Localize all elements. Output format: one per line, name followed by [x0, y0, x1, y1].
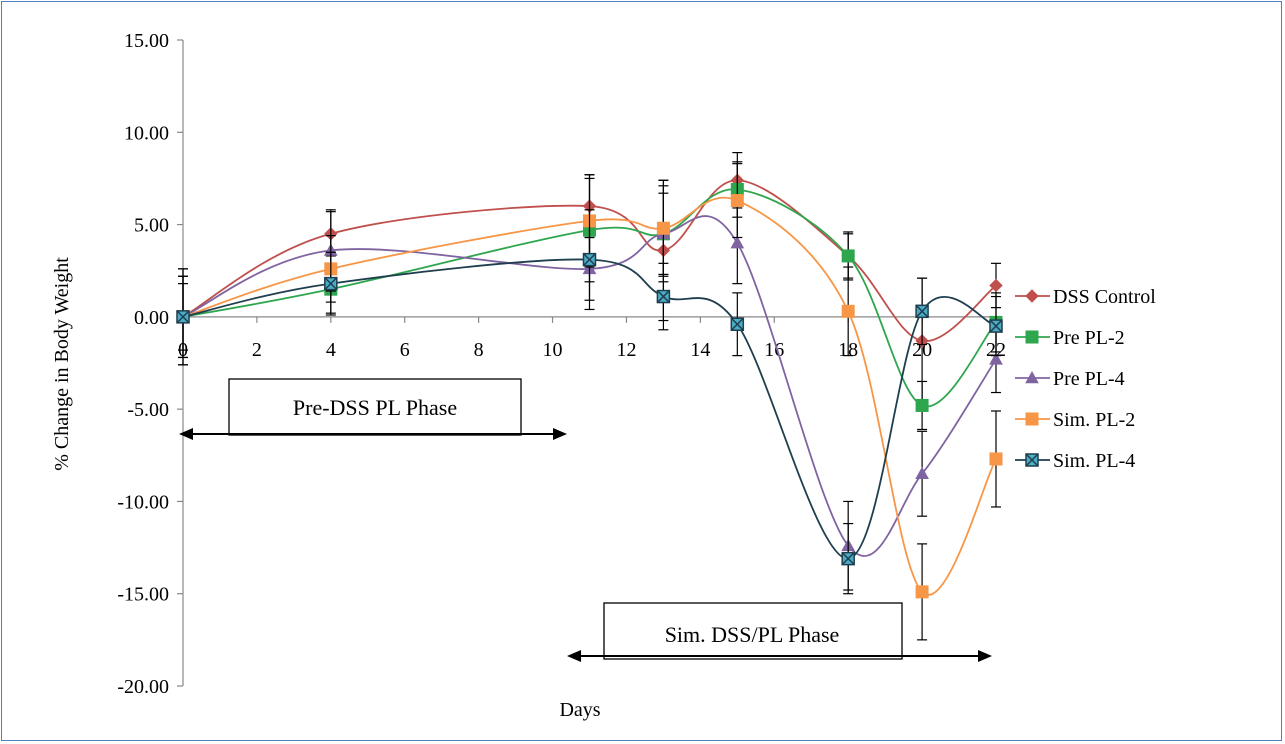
data-point — [730, 317, 745, 331]
legend: DSS Control Pre PL-2 Pre PL-4 Sim. PL-2 Sim.… — [1015, 286, 1156, 472]
legend-label: DSS Control — [1053, 286, 1156, 308]
data-point — [176, 310, 190, 324]
legend-label: Pre PL-2 — [1053, 327, 1125, 349]
y-axis-title: % Change in Body Weight — [51, 257, 73, 471]
data-point — [915, 398, 929, 412]
arrow-head-left — [179, 428, 193, 440]
y-tick-label: 15.00 — [124, 30, 169, 52]
phase-box-sim — [603, 602, 903, 660]
x-tick-label: 6 — [400, 339, 410, 361]
x-tick-label: 2 — [252, 339, 262, 361]
marker-cross — [176, 310, 190, 324]
data-point — [989, 278, 1003, 293]
legend-item-1: Pre PL-2 — [1015, 327, 1125, 349]
marker-cross — [1025, 453, 1039, 467]
axes — [177, 39, 997, 687]
x-tick-label: 8 — [474, 339, 484, 361]
x-axis-title: Days — [559, 699, 600, 721]
data-point — [730, 194, 744, 208]
y-tick-label: 5.00 — [134, 215, 169, 237]
phase-label-sim: Sim. DSS/PL Phase — [665, 622, 840, 647]
legend-marker — [1025, 453, 1039, 467]
y-tick-labels: 15.00 10.00 5.00 0.00 -5.00 -10.00 -15.00 -20.0… — [117, 30, 169, 698]
data-point — [989, 352, 1003, 365]
marker-cross — [656, 290, 670, 304]
data-point — [582, 252, 597, 267]
data-point — [841, 551, 855, 566]
legend-item-4: Sim. PL-4 — [1015, 450, 1135, 472]
phase-annotations: Pre-DSS PL Phase Sim. DSS/PL Phase — [179, 378, 992, 662]
series-4 — [176, 209, 1003, 595]
arrow-head-right — [978, 650, 992, 662]
legend-marker — [1025, 330, 1039, 344]
phase-box-pre — [228, 378, 522, 436]
data-point — [915, 466, 929, 480]
data-point — [656, 289, 671, 304]
y-tick-label: 0.00 — [134, 307, 169, 329]
marker-cross — [324, 277, 338, 291]
x-tick-label: 14 — [690, 339, 710, 361]
x-tick-label: 10 — [543, 339, 563, 361]
legend-label: Sim. PL-4 — [1053, 450, 1135, 472]
data-point — [989, 452, 1003, 466]
legend-marker — [1025, 412, 1039, 426]
data-point — [656, 221, 670, 235]
series-line — [182, 215, 997, 557]
legend-item-0: DSS Control — [1015, 286, 1156, 308]
legend-label: Sim. PL-2 — [1053, 409, 1135, 431]
arrow-head-left — [567, 650, 582, 662]
data-point — [915, 304, 929, 319]
data-point — [915, 585, 929, 599]
data-point — [730, 235, 745, 249]
phase-arrow-0 — [179, 428, 568, 440]
series-line — [182, 258, 997, 560]
data-point — [324, 276, 338, 291]
marker-cross — [989, 319, 1003, 333]
data-point — [841, 304, 855, 318]
legend-marker — [1025, 289, 1039, 303]
y-tick-label: -10.00 — [117, 491, 169, 513]
axis-titles: Days % Change in Body Weight — [51, 257, 601, 721]
y-tick-label: -15.00 — [117, 584, 169, 606]
marker-cross — [582, 253, 597, 267]
marker-cross — [915, 304, 929, 318]
data-point — [841, 249, 855, 263]
phase-arrow-1 — [567, 650, 992, 662]
x-tick-label: 4 — [326, 339, 336, 361]
series-layer — [176, 151, 1003, 641]
marker-cross — [841, 552, 855, 566]
x-tick-label: 12 — [616, 339, 636, 361]
marker-cross — [730, 317, 744, 331]
legend-item-2: Pre PL-4 — [1015, 368, 1125, 390]
arrow-head-right — [553, 428, 568, 440]
y-tick-label: -20.00 — [117, 676, 169, 698]
y-tick-label: 10.00 — [124, 122, 169, 144]
series-line — [182, 188, 997, 408]
data-point — [989, 319, 1003, 333]
legend-marker — [1025, 370, 1039, 384]
legend-label: Pre PL-4 — [1053, 368, 1125, 390]
legend-item-3: Sim. PL-2 — [1015, 409, 1135, 431]
y-tick-label: -5.00 — [127, 399, 169, 421]
phase-label-pre: Pre-DSS PL Phase — [293, 395, 457, 420]
